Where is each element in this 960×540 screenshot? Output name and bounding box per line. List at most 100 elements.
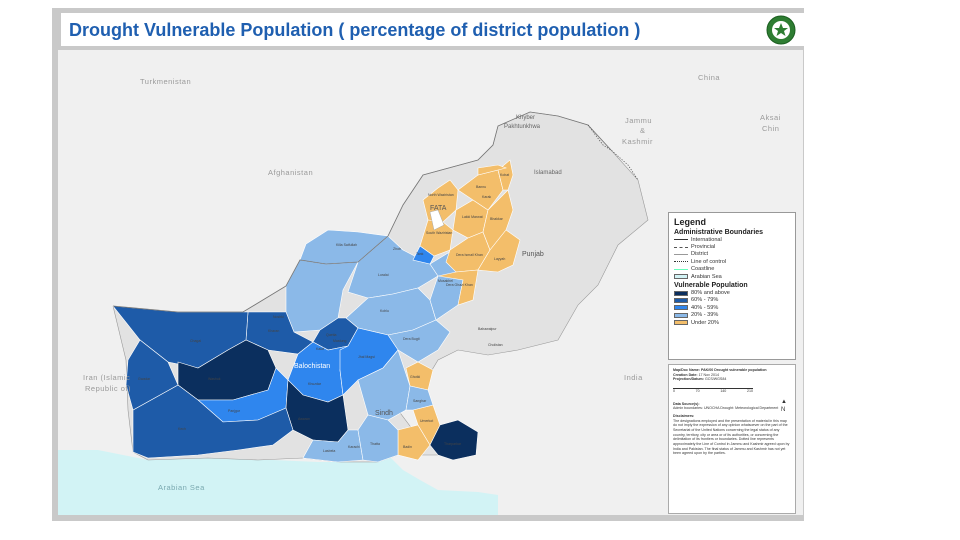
district-label: South Waziristan	[426, 231, 452, 235]
district-label: Bannu	[476, 185, 486, 189]
district-label: Kohlu	[380, 309, 389, 313]
district-light-thatta[interactable]	[357, 414, 399, 463]
district-label: North Waziristan	[428, 193, 454, 197]
legend-label: Coastline	[691, 266, 715, 273]
district-label: Ghotki	[410, 375, 420, 379]
data-source: Admin boundaries: UNOCHA Drought: Meteor…	[673, 406, 779, 411]
class-swatch	[674, 290, 688, 296]
district-label: Mastung	[333, 339, 346, 343]
district-label: Bahawalpur	[478, 327, 497, 331]
legend-title: Legend	[674, 217, 707, 227]
district-label: Jhal Magsi	[358, 355, 375, 359]
label-turkmenistan: Turkmenistan	[140, 77, 191, 86]
label-jammu: Jammu	[625, 116, 652, 125]
district-label: Bhakkar	[490, 217, 504, 221]
legend-label: Provincial	[691, 244, 716, 251]
disclaimer-text: The designations employed and the presen…	[673, 418, 790, 456]
district-under20-ghotki[interactable]	[405, 361, 434, 391]
label-aksai: Aksai	[760, 113, 781, 122]
district-label: Dera Bugti	[403, 337, 420, 341]
district-label: Umerkot	[420, 419, 433, 423]
label-afghanistan: Afghanistan	[268, 168, 313, 177]
label-iran-line1: Iran (Islamic	[83, 373, 130, 382]
district-60-kech[interactable]	[132, 384, 294, 459]
data-source-head: Data Source(s):	[673, 401, 700, 406]
label-punjab: Punjab	[522, 251, 544, 258]
legend-item-provincial: Provincial	[674, 243, 790, 250]
district-label: Chagai	[190, 339, 201, 343]
district-under20-dg-khan[interactable]	[437, 269, 479, 306]
scale-tick: 70	[695, 389, 700, 394]
district-label: Tank	[416, 252, 424, 256]
label-china: China	[698, 73, 720, 82]
district-40-tank[interactable]	[412, 245, 435, 265]
district-label: Karachi	[348, 445, 360, 449]
label-islamabad: Islamabad	[534, 170, 562, 176]
line-swatch	[674, 261, 688, 263]
class-swatch	[674, 320, 688, 326]
legend-class-item: 20% - 39%	[674, 312, 790, 319]
district-80-tharparkar[interactable]	[429, 419, 479, 461]
label-balochistan: Balochistan	[294, 363, 330, 370]
district-label: Kalat	[316, 347, 324, 351]
label-amp: &	[640, 126, 646, 135]
class-swatch	[674, 297, 688, 303]
district-label: Cholistan	[488, 343, 503, 347]
label-kashmir: Kashmir	[622, 137, 653, 146]
district-label: Kohat	[500, 173, 509, 177]
district-label: Panjgur	[228, 409, 241, 413]
district-label: Thatta	[370, 442, 380, 446]
scale-bar: 0 70 140 210	[673, 388, 753, 394]
district-light-sanghar[interactable]	[405, 385, 434, 411]
district-label: Layyah	[494, 257, 505, 261]
class-swatch	[674, 312, 688, 318]
district-label: Badin	[403, 445, 412, 449]
label-sindh: Sindh	[375, 410, 393, 417]
district-label: Awaran	[298, 417, 310, 421]
legend-item-loc: Line of control	[674, 258, 790, 265]
scale-tick: 140	[720, 389, 727, 394]
district-label: Loralai	[378, 273, 389, 277]
district-label: Lasbela	[323, 449, 335, 453]
district-label: Sanghar	[413, 399, 427, 403]
district-80-awaran[interactable]	[285, 379, 349, 443]
map-info-box: Map/Doc Name: PAK/00 Drought vulnerable …	[668, 364, 796, 514]
district-label: Tharparkar	[444, 442, 462, 446]
label-iran-line2: Republic of)	[85, 384, 131, 393]
class-label: 40% - 59%	[691, 304, 719, 311]
district-label: Lakki Marwat	[462, 215, 483, 219]
legend-panel: Legend Administrative Boundaries Interna…	[668, 212, 796, 360]
district-label: Dera Ismail Khan	[456, 253, 483, 257]
district-label: Noshki	[273, 315, 284, 319]
legend-admin-title: Administrative Boundaries	[674, 229, 764, 236]
legend-vuln-title: Vulnerable Population	[674, 282, 748, 290]
line-swatch	[674, 239, 688, 241]
legend-class-item: 40% - 59%	[674, 304, 790, 311]
legend-label: District	[691, 251, 709, 258]
international-boundary	[112, 111, 612, 313]
district-light-bugti[interactable]	[387, 319, 451, 363]
district-label: Killa Saifullah	[336, 243, 357, 247]
label-pakhtunkhwa: Pakhtunkhwa	[504, 124, 541, 130]
district-label: Quetta	[326, 333, 337, 337]
north-label: N	[781, 406, 786, 413]
district-label: Zhob	[393, 247, 401, 251]
emblem-logo	[766, 15, 796, 45]
legend-item-international: International	[674, 236, 790, 243]
class-label: Under 20%	[691, 319, 719, 326]
district-label: Kharan	[268, 329, 279, 333]
district-label: Kech	[178, 427, 186, 431]
map-doc-name: Map/Doc Name: PAK/00 Drought vulnerable …	[673, 368, 767, 372]
line-swatch	[674, 253, 688, 255]
projection-value: GCS/WGS84	[704, 377, 727, 382]
district-under20-hangu[interactable]	[477, 164, 508, 176]
legend-class-item: Under 20%	[674, 319, 790, 326]
label-india: India	[624, 373, 643, 382]
district-label: Washuk	[208, 377, 221, 381]
district-label: Karak	[482, 195, 491, 199]
district-label: Gwadar	[138, 377, 151, 381]
disclaimer-head: Disclaimers:	[673, 414, 695, 419]
legend-label: Line of control	[691, 258, 727, 265]
district-60-gwadar[interactable]	[125, 339, 179, 411]
line-swatch	[674, 268, 688, 270]
